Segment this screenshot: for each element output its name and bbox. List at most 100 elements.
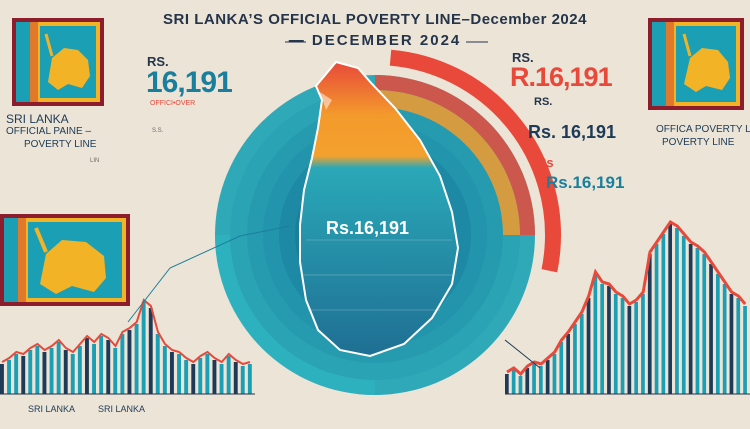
sri-lanka-lion-flag-icon: [0, 214, 130, 306]
page-subtitle: — DECEMBER 2024: [288, 32, 462, 49]
bar: [600, 284, 604, 394]
bar: [539, 366, 543, 394]
bar: [99, 336, 104, 394]
bar: [654, 244, 659, 394]
bar: [668, 224, 672, 394]
bar: [722, 284, 727, 394]
page-title: SRI LANKA’S OFFICIAL POVERTY LINE–Decemb…: [163, 11, 587, 28]
connector-line-right: [504, 339, 541, 369]
bar: [743, 306, 747, 394]
bar: [14, 354, 19, 394]
left-axis-label: SRI LANKA: [28, 404, 76, 414]
bar: [191, 364, 196, 394]
bar: [593, 274, 598, 394]
bar: [148, 308, 153, 394]
right-official-line: OFFICA POVERTY LINE: [656, 124, 750, 135]
bar: [212, 360, 217, 394]
connector-line-left: [127, 225, 291, 323]
bar: [219, 364, 224, 394]
right-rs-red: Rs: [537, 155, 554, 170]
bar: [77, 346, 82, 394]
bar: [177, 354, 181, 394]
bar: [42, 352, 47, 394]
right-teal-value: Rs.16,191: [546, 173, 625, 192]
bar: [63, 350, 68, 394]
bar: [552, 354, 557, 394]
bar: [559, 342, 564, 394]
bar: [70, 354, 75, 394]
right-rs-label: RS.: [512, 50, 534, 65]
bar: [681, 236, 686, 394]
bar: [85, 338, 89, 394]
bar: [586, 298, 591, 394]
bar: [7, 360, 11, 394]
bar: [92, 344, 96, 394]
bar: [56, 342, 61, 394]
left-sri-lanka: SRI LANKA: [6, 112, 69, 126]
bar: [607, 286, 611, 394]
bar: [198, 358, 203, 394]
bar: [120, 334, 125, 394]
bar: [545, 360, 550, 394]
bar: [518, 376, 523, 394]
left-poverty-value: 16,191: [146, 66, 233, 99]
bar: [226, 356, 231, 394]
bar: [106, 340, 111, 394]
right-mid-value: Rs. 16,191: [528, 122, 617, 142]
left-lin-text: LIN: [90, 158, 100, 164]
left-rs-label: RS.: [147, 54, 169, 69]
left-official-label: OFFICI•OVER: [150, 100, 196, 107]
right-poverty-line: POVERTY LINE: [662, 137, 735, 148]
bar: [620, 298, 625, 394]
bar: [511, 370, 516, 394]
bar: [233, 362, 238, 394]
bar: [0, 364, 4, 394]
bar: [532, 364, 536, 394]
sri-lanka-island-icon: [299, 60, 460, 358]
bar: [627, 306, 632, 394]
bar: [28, 350, 33, 394]
left-poverty-line: POVERTY LINE: [24, 139, 97, 150]
bar: [702, 254, 707, 394]
left-bar-chart: [0, 302, 252, 394]
sri-lanka-lion-flag-icon: [12, 18, 104, 106]
bar: [240, 366, 245, 394]
right-rs-label2: RS.: [534, 96, 553, 108]
bar: [579, 314, 584, 394]
bar: [162, 346, 167, 394]
bar: [675, 228, 679, 394]
left-trend-line: [1, 298, 251, 366]
bar: [647, 254, 652, 394]
bar: [134, 324, 139, 394]
bar: [127, 330, 132, 394]
bar: [21, 356, 26, 394]
bar: [634, 302, 638, 394]
sri-lanka-lion-flag-icon: [648, 18, 744, 110]
right-bar-chart: [505, 224, 747, 394]
bar: [49, 348, 54, 394]
left-official-line: OFFICIAL PAINE –: [6, 126, 92, 137]
bar: [155, 334, 160, 394]
bar: [661, 234, 666, 394]
bar: [641, 294, 645, 394]
left-axis-label: SRI LANKA: [98, 404, 146, 414]
bar: [573, 324, 577, 394]
right-poverty-value: R.16,191: [510, 62, 613, 92]
bar: [736, 298, 741, 394]
bar: [695, 248, 700, 394]
bar: [113, 348, 118, 394]
bar: [613, 294, 618, 394]
bar: [566, 334, 570, 394]
bar: [729, 294, 734, 394]
bar: [205, 354, 210, 394]
bar: [525, 368, 530, 394]
bar: [709, 264, 713, 394]
center-poverty-value: Rs.16,191: [326, 218, 410, 238]
right-trend-line: [506, 219, 747, 377]
bar: [184, 360, 189, 394]
left-tiny-text: S.S.: [152, 128, 164, 134]
bar: [247, 364, 252, 394]
bar: [141, 302, 146, 394]
bar: [35, 346, 40, 394]
